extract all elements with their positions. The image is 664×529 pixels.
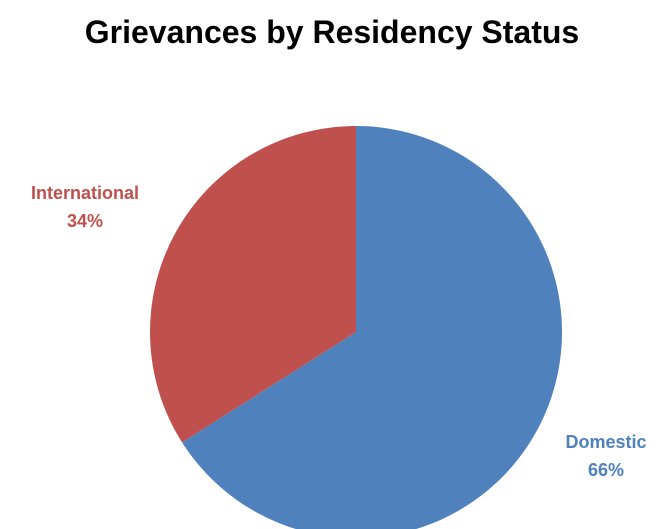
pie-slice-domestic bbox=[182, 126, 562, 529]
pie-slice-international bbox=[150, 126, 356, 443]
data-label-international-name: International bbox=[31, 183, 139, 203]
data-label-international-percent: 34% bbox=[67, 211, 103, 231]
data-label-domestic-percent: 66% bbox=[588, 460, 624, 480]
data-label-domestic-name: Domestic bbox=[565, 432, 646, 452]
chart-title: Grievances by Residency Status bbox=[84, 14, 580, 50]
